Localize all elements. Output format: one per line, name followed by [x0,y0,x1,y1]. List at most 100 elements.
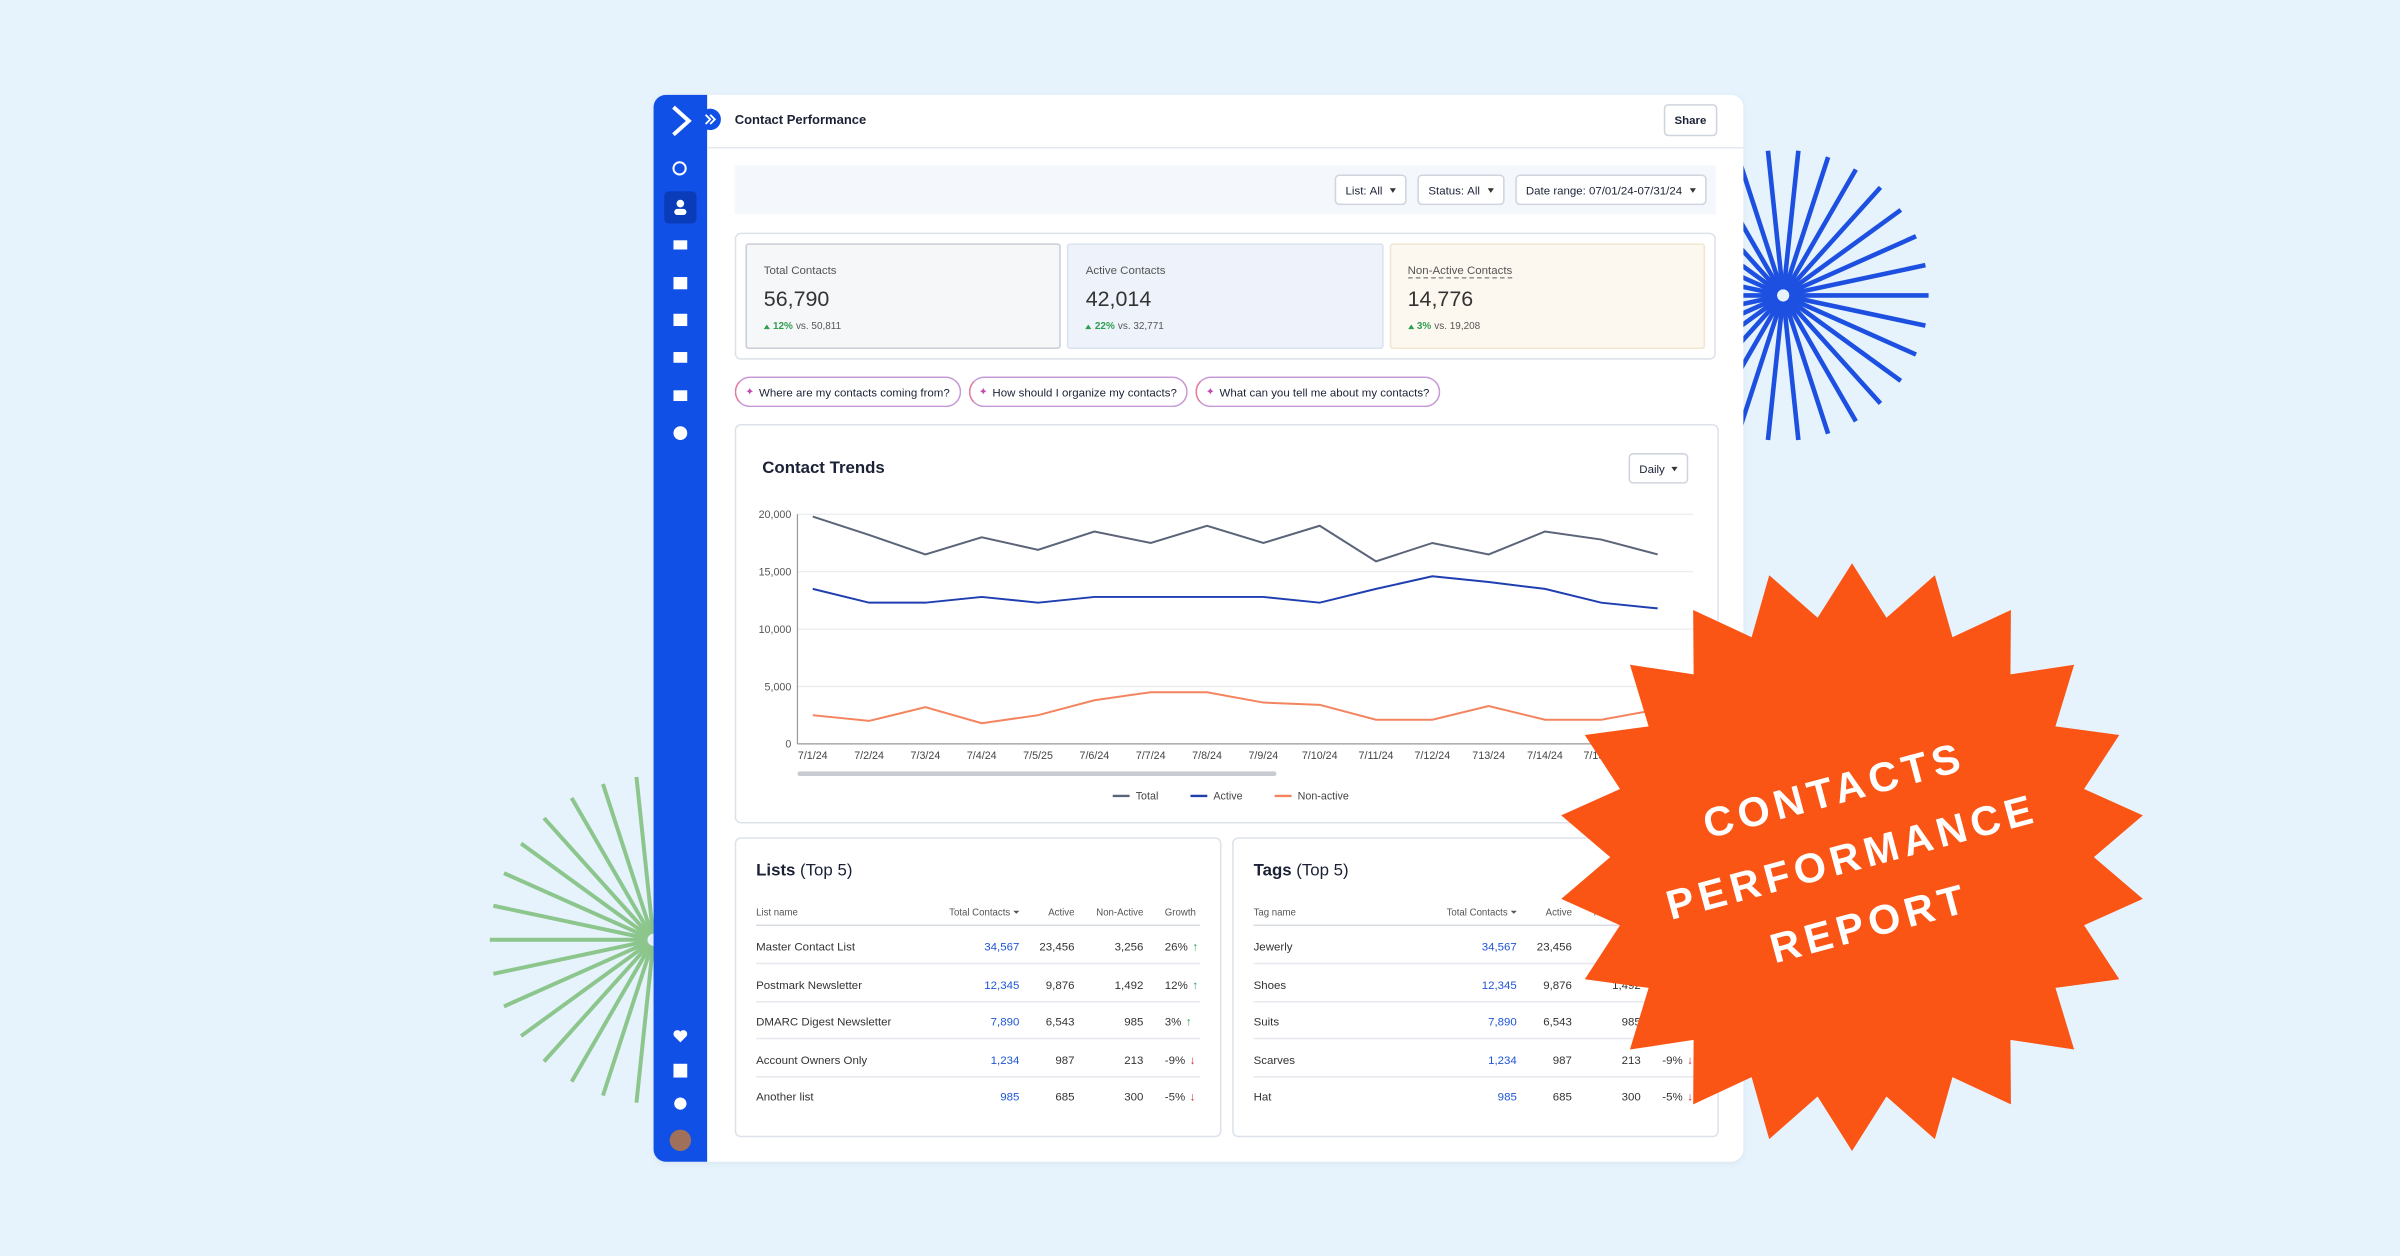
starburst-ray [1782,156,1831,291]
row-rule [1253,1037,1698,1040]
total-link[interactable]: 12,345 [1481,977,1517,992]
prompt-chip[interactable]: ✦ Where are my contacts coming from? [734,376,961,408]
share-button[interactable]: Share [1663,104,1718,137]
x-tick-label: 7/4/24 [967,750,997,762]
contacts-active-bg[interactable] [664,191,697,224]
column-header: Total Contacts [1447,908,1517,918]
apps-icon[interactable] [673,1063,688,1078]
up-arrow: ↑ [1192,977,1199,992]
starburst-ray [503,871,649,940]
starburst-ray [492,903,648,941]
table-cell: 300 [1124,1089,1144,1104]
filter-dropdown[interactable]: Status: All [1417,174,1505,206]
starburst-ray [1736,300,1784,435]
kpi-comparison: vs. 32,771 [1117,321,1164,333]
total-link[interactable]: 7,890 [1488,1014,1517,1029]
total-link[interactable]: 1,234 [990,1052,1020,1067]
site-icon[interactable] [673,390,688,402]
sidebar-icons [664,105,721,1152]
caret [1487,188,1494,196]
legend-label: Active [1213,791,1242,803]
up-arrow [1085,321,1092,329]
starburst-ray [542,943,651,1063]
total-link[interactable]: 34,567 [1481,939,1517,954]
y-tick-label: 20,000 [759,509,792,521]
prompt-text: Where are my contacts coming from? [758,384,950,399]
scrollbar [797,771,1277,777]
tags-panel: Tags (Top 5) Tag name Total Contacts Active N… [1232,837,1719,1138]
kpi-value: 56,790 [763,286,830,311]
legend-label: Non-active [1298,791,1349,803]
starburst-ray [1765,150,1785,290]
deals-icon[interactable] [673,313,688,327]
total-link[interactable]: 34,567 [984,939,1020,954]
favorites-icon[interactable] [673,1030,688,1043]
header-rule [756,924,1200,927]
prompt-chip[interactable]: ✦ What can you tell me about my contacts? [1195,376,1441,408]
table-cell: DMARC Digest Newsletter [756,1014,892,1029]
chart-title: Contact Trends [762,459,885,478]
x-tick-label: 7/12/24 [1414,750,1450,762]
avatar[interactable] [669,1129,692,1152]
table-cell: 9,876 [1543,977,1572,992]
x-tick-label: 7/15/24 [1583,750,1619,762]
table-cell: Account Owners Only [756,1052,868,1067]
chart-panel: Contact Trends Daily 0 5,000 10,000 15,000 2… [734,423,1719,824]
sparkle-icon: ✦ [745,387,755,398]
total-link[interactable]: 7,890 [990,1014,1020,1029]
table-cell: 685 [1552,1089,1572,1104]
x-tick-label: 7/8/24 [1192,750,1222,762]
total-link[interactable]: 12,345 [984,977,1020,992]
table-cell: 987 [1055,1052,1075,1067]
column-header: Total Contacts [949,908,1020,918]
automation-icon[interactable] [673,277,688,290]
filter-label: Status: [1428,182,1465,197]
period-dropdown[interactable]: Daily [1628,453,1688,484]
total-link[interactable]: 985 [1497,1089,1517,1104]
kpi-change: 12% vs. 50,811 [763,321,841,332]
total-link[interactable]: 985 [1000,1089,1020,1104]
sidebar [653,94,708,1162]
starburst-ray [519,841,650,938]
x-tick-label: 7/7/24 [1136,750,1166,762]
kpi-label: Total Contacts [763,263,837,278]
period-label: Daily [1639,461,1665,476]
conversations-icon[interactable] [673,352,688,363]
total-link[interactable]: 1,234 [1488,1052,1517,1067]
filter-dropdown[interactable]: Date range: 07/01/24-07/31/24 [1515,174,1707,206]
prompt-chip[interactable]: ✦ How should I organize my contacts? [968,376,1188,408]
table-cell: 23,456 [1536,939,1572,954]
filter-value: All [1467,182,1480,197]
table-cell: 26% ↑ [1164,939,1199,954]
x-tick-label: 7/3/24 [911,750,941,762]
row-rule [756,1037,1200,1040]
table-cell: Another list [756,1089,814,1104]
table-subtitle: (Top 5) [1296,861,1349,881]
table-cell: Jewerly [1253,939,1293,954]
table-cell: 3% ↑ [1164,1014,1192,1029]
kpi-label: Active Contacts [1085,263,1166,278]
starburst-ray [1785,298,1883,406]
row-rule [756,962,1200,965]
table-cell: Master Contact List [756,939,856,954]
starburst-ray [1785,185,1883,293]
table-cell: 23,456 [1039,939,1075,954]
reports-icon[interactable] [673,426,688,441]
kpi-change: 3% vs. 19,208 [1407,321,1480,332]
filter-dropdown[interactable]: List: All [1334,174,1407,206]
divider [707,146,1744,149]
starburst-ray [601,783,654,935]
email-icon[interactable] [673,240,688,250]
search-icon[interactable] [672,161,687,176]
filter-label: Date range: [1525,182,1586,197]
table-cell: 985 [1621,1014,1641,1029]
starburst-ray [1787,234,1917,296]
up-arrow [1407,321,1414,329]
up-arrow: ↑ [1683,1014,1690,1029]
down-arrow: ↓ [1687,1052,1694,1067]
starburst-ray [1788,294,1926,328]
settings-icon[interactable] [674,1097,687,1110]
table-cell: -9% ↓ [1662,1052,1694,1067]
